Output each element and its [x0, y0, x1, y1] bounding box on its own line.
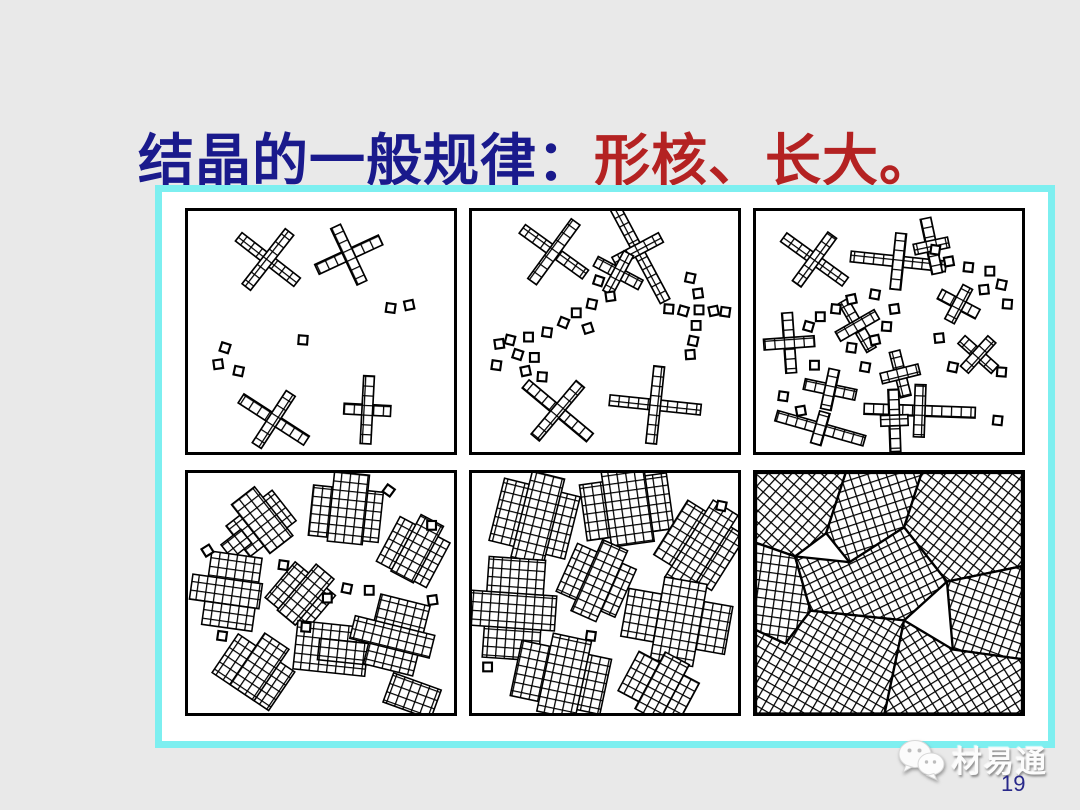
crystallization-panel-5 — [469, 469, 741, 716]
title-accent-segment: 形核、长大。 — [594, 130, 936, 193]
crystallization-figure-frame — [155, 185, 1055, 748]
wechat-icon — [898, 740, 945, 782]
crystallization-panel-2 — [469, 208, 741, 455]
watermark-text: 材易通 — [952, 746, 1048, 779]
watermark: 材易通 — [896, 736, 1048, 782]
title-main-segment: 结晶的一般规律： — [138, 130, 594, 193]
crystallization-panel-1 — [185, 208, 457, 455]
page-title: 结晶的一般规律：形核、长大。 — [138, 130, 936, 194]
crystallization-panel-4 — [185, 469, 457, 716]
crystallization-panel-6 — [753, 469, 1025, 716]
page-number: 19 — [1001, 771, 1026, 796]
panel-grid — [162, 192, 1048, 741]
crystallization-panel-3 — [753, 208, 1025, 455]
